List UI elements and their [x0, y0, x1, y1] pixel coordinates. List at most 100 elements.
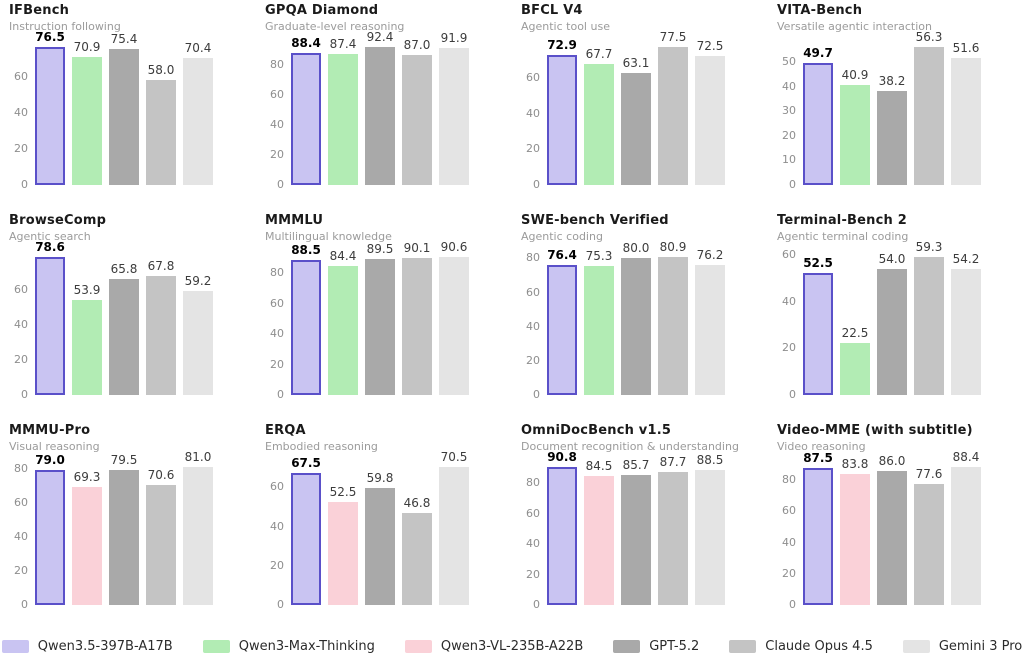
y-axis-tick-label: 40: [526, 106, 540, 120]
plot-area: 0 10 20 30 40 50 49.7 40.9 38.2 56.3 51.6: [782, 30, 981, 191]
legend: Qwen3.5-397B-A17B Qwen3-Max-Thinking Qwen3…: [0, 630, 1024, 662]
bar-qwen3-5-397b-a17b: 88.5: [291, 244, 321, 395]
bar-qwen3-5-397b-a17b: 88.4: [291, 36, 321, 185]
bar-value-label: 90.1: [403, 240, 431, 255]
chart-title: BFCL V4: [521, 3, 583, 18]
bar-value-label: 54.0: [878, 252, 906, 267]
legend-swatch: [202, 639, 230, 653]
y-axis-tick-label: 0: [533, 178, 540, 191]
bar-qwen3-5-397b-a17b: 49.7: [803, 40, 833, 185]
bars-group: 90.8 84.5 85.7 87.7 88.5: [547, 450, 725, 605]
y-axis-tick-label: 40: [14, 317, 28, 331]
y-axis-tick-label: 0: [277, 388, 284, 401]
bar-value-label: 38.2: [878, 74, 906, 89]
bar-value-label: 81.0: [184, 450, 212, 464]
bars-group: 88.5 84.4 89.5 90.1 90.6: [291, 240, 469, 395]
bar-rect: [584, 266, 614, 395]
bar-qwen3-5-397b-a17b: 52.5: [803, 250, 833, 395]
bar-rect: [109, 279, 139, 395]
chart-title: MMMU-Pro: [9, 423, 91, 438]
bar-value-label: 65.8: [110, 262, 138, 277]
bar-rect: [183, 57, 213, 185]
bar-gemini-3-pro: 88.5: [695, 454, 725, 605]
chart-subtitle: Graduate-level reasoning: [265, 20, 405, 33]
bar-value-label: 87.7: [659, 454, 687, 469]
bars-group: 72.9 67.7 63.1 77.5 72.5: [547, 30, 725, 185]
bar-gpt-5-2: 54.0: [877, 250, 907, 395]
bars-group: 79.0 69.3 79.5 70.6 81.0: [35, 451, 213, 605]
y-axis-tick-label: 20: [14, 141, 28, 155]
y-axis-tick-label: 0: [789, 178, 796, 191]
plot-area: 0 20 40 60 80 76.4 75.3 80.0 80.9 76.2: [526, 240, 725, 401]
bar-value-label: 58.0: [147, 63, 175, 78]
bar-value-label: 70.5: [440, 449, 468, 464]
chart-terminal-bench-2: Terminal-Bench 2 Agentic terminal coding 0…: [768, 210, 1024, 420]
bar-value-label: 59.3: [915, 239, 943, 254]
y-axis-tick-label: 0: [21, 388, 28, 401]
plot-area: 0 20 40 60 80 87.5 83.8 86.0 77.6 88.4: [782, 450, 981, 611]
bar-rect: [621, 474, 651, 605]
bar-claude-opus-4-5: 59.3: [914, 240, 944, 395]
bar-value-label: 87.4: [329, 37, 357, 52]
legend-swatch: [613, 639, 641, 653]
legend-swatch: [404, 639, 432, 653]
y-axis-tick-label: 40: [782, 294, 796, 308]
bar-claude-opus-4-5: 46.8: [402, 460, 432, 605]
bar-rect: [291, 260, 321, 395]
bar-gemini-3-pro: 88.4: [951, 450, 981, 605]
bar-qwen3-5-397b-a17b: 76.4: [547, 248, 577, 395]
bar-value-label: 59.8: [366, 470, 394, 485]
y-axis-tick-label: 60: [270, 480, 284, 494]
chart-mmmlu: MMMLU Multilingual knowledge 0 20 40 60 80 88.5…: [256, 210, 512, 420]
bar-rect: [658, 46, 688, 185]
bar-rect: [35, 256, 65, 395]
chart-subtitle: Agentic search: [9, 230, 91, 243]
y-axis-tick-label: 20: [270, 558, 284, 572]
plot-area: 0 20 40 60 52.5 22.5 54.0 59.3 54.2: [782, 240, 981, 401]
y-axis-tick-label: 40: [526, 319, 540, 333]
bars-group: 78.6 53.9 65.8 67.8 59.2: [35, 240, 213, 395]
bar-rect: [35, 46, 65, 185]
bar-value-label: 22.5: [841, 325, 869, 340]
bar-gemini-3-pro: 70.5: [439, 450, 469, 605]
bar-rect: [695, 470, 725, 605]
bar-gpt-5-2: 92.4: [365, 30, 395, 185]
bar-rect: [439, 466, 469, 605]
bar-claude-opus-4-5: 56.3: [914, 30, 944, 185]
chart-subtitle: Document recognition & understanding: [521, 440, 739, 453]
bars-group: 49.7 40.9 38.2 56.3 51.6: [803, 30, 981, 185]
bar-rect: [291, 472, 321, 605]
bar-value-label: 88.4: [952, 449, 980, 464]
bar-rect: [109, 48, 139, 185]
chart-gpqa-diamond: GPQA Diamond Graduate-level reasoning 0 20 4…: [256, 0, 512, 210]
chart-title: IFBench: [9, 3, 70, 18]
bar-claude-opus-4-5: 77.5: [658, 30, 688, 185]
bar-value-label: 72.5: [696, 38, 724, 53]
bar-value-label: 89.5: [366, 241, 394, 256]
bar-gpt-5-2: 59.8: [365, 460, 395, 605]
bar-rect: [146, 275, 176, 395]
y-axis-tick-label: 20: [526, 142, 540, 156]
bar-qwen3-max-thinking: 67.7: [584, 40, 614, 185]
bar-value-label: 70.9: [73, 39, 101, 54]
legend-label: Qwen3.5-397B-A17B: [37, 638, 173, 654]
bar-rect: [584, 476, 614, 605]
y-axis-tick-label: 20: [270, 357, 284, 371]
bar-value-label: 84.4: [329, 249, 357, 264]
chart-title: MMMLU: [265, 213, 324, 228]
chart-title: ERQA: [265, 423, 306, 438]
bar-gemini-3-pro: 76.2: [695, 248, 725, 395]
bar-gemini-3-pro: 72.5: [695, 38, 725, 185]
bar-value-label: 88.5: [291, 243, 321, 258]
bar-value-label: 52.5: [803, 255, 833, 270]
legend-label: Gemini 3 Pro: [938, 638, 1023, 654]
bar-gemini-3-pro: 81.0: [183, 451, 213, 605]
y-axis-tick-label: 20: [526, 567, 540, 581]
bar-gpt-5-2: 80.0: [621, 242, 651, 395]
bar-rect: [914, 46, 944, 185]
bar-qwen3-5-397b-a17b: 90.8: [547, 450, 577, 605]
y-axis-tick-label: 80: [14, 461, 28, 475]
legend-item-gpt-5-2: GPT-5.2: [613, 639, 699, 654]
chart-bfcl-v4: BFCL V4 Agentic tool use 0 20 40 60 72.9 67.7 63…: [512, 0, 768, 210]
bar-qwen3-max-thinking: 70.9: [72, 40, 102, 185]
